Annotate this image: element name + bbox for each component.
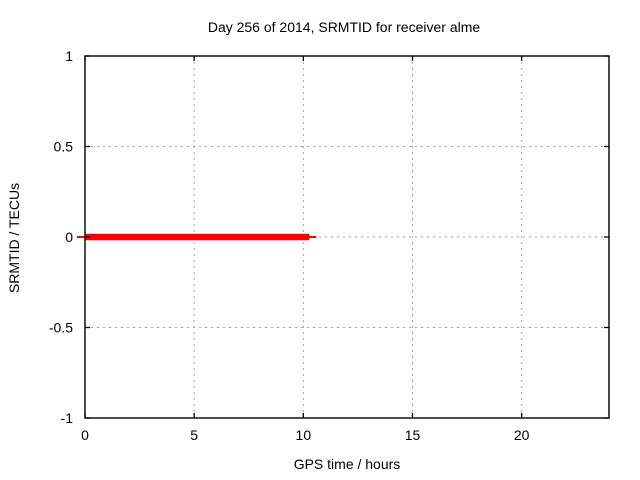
x-tick-label: 10: [296, 427, 312, 443]
chart-title: Day 256 of 2014, SRMTID for receiver alm…: [208, 19, 481, 35]
y-tick-label: 1: [65, 48, 73, 64]
x-axis-label: GPS time / hours: [294, 456, 401, 472]
plot-generated-layer: 0 5 10 15 20 -1 -0.5 0 0.5 1: [49, 48, 610, 443]
x-tick-label: 20: [514, 427, 530, 443]
y-tick-label: -1: [61, 410, 74, 426]
y-tick-label: 0: [65, 229, 73, 245]
x-tick-label: 5: [190, 427, 198, 443]
x-tick-label: 15: [405, 427, 421, 443]
x-tick-label: 0: [81, 427, 89, 443]
y-tick-label: -0.5: [49, 320, 73, 336]
y-tick-label: 0.5: [54, 139, 74, 155]
y-axis-label: SRMTID / TECUs: [6, 183, 22, 293]
